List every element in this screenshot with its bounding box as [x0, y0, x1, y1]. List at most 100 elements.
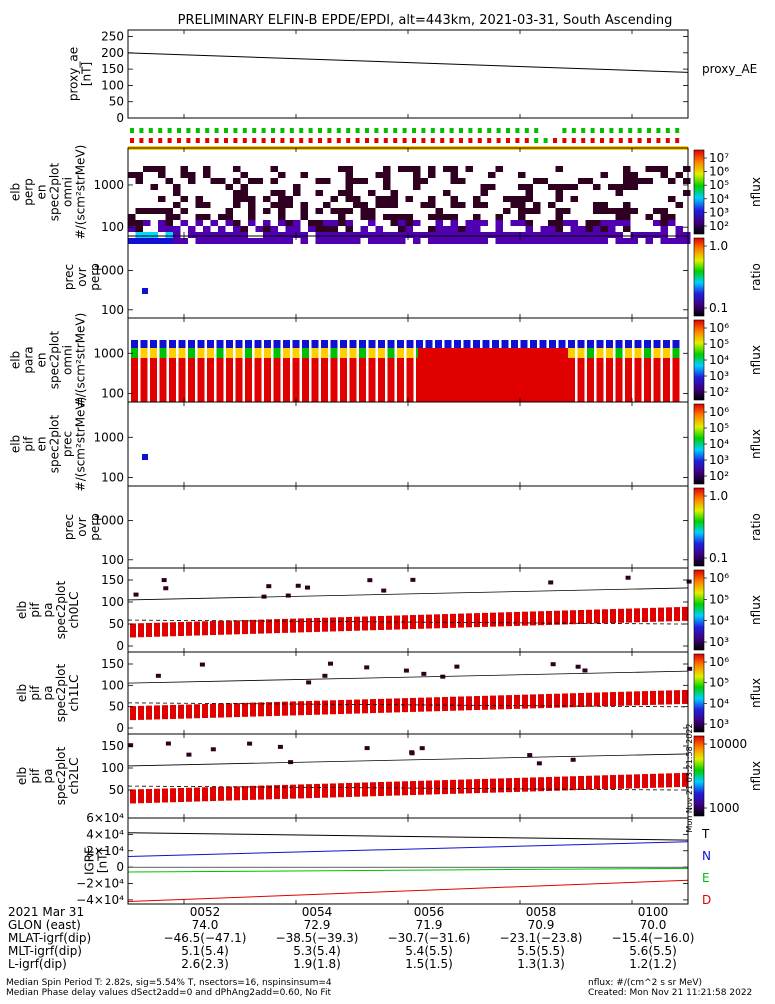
heat-cell [207, 340, 214, 348]
colorbar-tick-label: 10⁴ [709, 696, 729, 710]
status-mark [637, 138, 642, 143]
status-mark [299, 128, 304, 133]
heat-cell [142, 454, 148, 460]
heat-cell [514, 611, 520, 626]
status-mark [553, 138, 557, 143]
heat-cell [586, 692, 592, 707]
heat-column [577, 358, 585, 402]
y-tick-label: −2×10⁴ [76, 877, 124, 891]
heat-cell [473, 202, 481, 208]
heat-cell [234, 786, 240, 801]
heat-cell [345, 196, 353, 202]
heat-cell [585, 178, 593, 184]
heat-cell [315, 208, 323, 214]
heat-cell [273, 348, 281, 358]
colorbar-tick-label: 10² [709, 469, 729, 483]
heat-cell [538, 694, 544, 709]
heat-cell [428, 232, 436, 238]
heat-cell [434, 614, 440, 629]
heat-cell [362, 616, 368, 631]
heat-cell [525, 226, 533, 232]
heat-cell [630, 232, 638, 238]
axis-label: omni [61, 345, 75, 375]
status-mark [534, 138, 539, 143]
heat-cell [536, 761, 542, 766]
heat-cell [138, 789, 144, 804]
status-mark [562, 128, 567, 133]
heat-cell [226, 348, 233, 358]
heat-cell [383, 166, 391, 172]
colorbar-tick-label: 10³ [709, 453, 729, 467]
heat-cell [518, 208, 526, 214]
heat-cell [298, 784, 304, 799]
heat-cell [293, 190, 301, 196]
heat-cell [159, 340, 167, 348]
heat-cell [278, 214, 286, 220]
heat-cell [131, 348, 138, 358]
heat-cell [492, 340, 499, 348]
loss-cone-line [127, 702, 689, 708]
heat-cell [315, 226, 323, 232]
heat-cell [170, 788, 176, 803]
heat-cell [480, 202, 488, 208]
heat-column [359, 358, 366, 402]
status-mark [430, 128, 435, 133]
status-mark [355, 138, 360, 143]
status-mark [186, 128, 191, 133]
heat-cell [295, 583, 301, 588]
heat-cell [558, 340, 566, 348]
status-mark [496, 128, 501, 133]
heat-cell [548, 226, 556, 232]
heat-cell [158, 226, 166, 232]
heat-cell [615, 184, 623, 190]
status-mark [327, 138, 332, 143]
colorbar-tick-label: 10⁴ [709, 614, 729, 628]
heat-cell [293, 232, 301, 238]
axis-label: proxy_ae [67, 47, 81, 101]
heat-cell [578, 610, 584, 624]
heat-cell [210, 703, 216, 718]
status-mark [609, 138, 614, 143]
loss-cone-line [127, 670, 689, 684]
heat-cell [533, 178, 541, 184]
heat-cell [653, 232, 661, 238]
heat-cell [130, 623, 136, 638]
heat-cell [390, 232, 398, 238]
heat-cell [195, 196, 203, 202]
heat-cell [405, 166, 413, 172]
colorbar [693, 319, 705, 401]
y-tick-label: 50 [109, 783, 124, 797]
heat-column [150, 358, 157, 402]
heat-cell [473, 214, 481, 220]
ephemeris-value: 70.9 [527, 918, 555, 932]
heat-cell [165, 214, 173, 220]
status-mark [289, 138, 294, 143]
igrf-line-T [127, 832, 689, 841]
colorbar-label: nflux [749, 761, 763, 791]
heat-cell [466, 613, 472, 628]
colorbar-tick-label: 10000 [709, 737, 747, 751]
heat-cell [302, 340, 309, 348]
status-mark [477, 138, 482, 143]
prec-ovr-perp-1-cells [142, 288, 148, 294]
heat-cell [178, 788, 184, 802]
heat-cell [458, 178, 466, 184]
heat-cell [242, 702, 248, 717]
heat-cell [345, 220, 353, 226]
heat-cell [142, 288, 148, 294]
heat-cell [660, 208, 668, 214]
heat-cell [555, 190, 563, 196]
status-mark [487, 128, 492, 133]
heat-cell [330, 783, 336, 798]
heat-cell [458, 202, 466, 208]
heat-cell [370, 699, 376, 714]
y-tick-label: 100 [101, 387, 124, 401]
ephemeris-value: 0052 [189, 905, 221, 919]
panel-frame [127, 235, 689, 319]
y-tick-label: 100 [101, 761, 124, 775]
heat-cell [194, 704, 200, 719]
heat-cell [522, 611, 528, 626]
status-mark [571, 138, 576, 143]
ephemeris-value: −30.7(−31.6) [387, 931, 471, 945]
